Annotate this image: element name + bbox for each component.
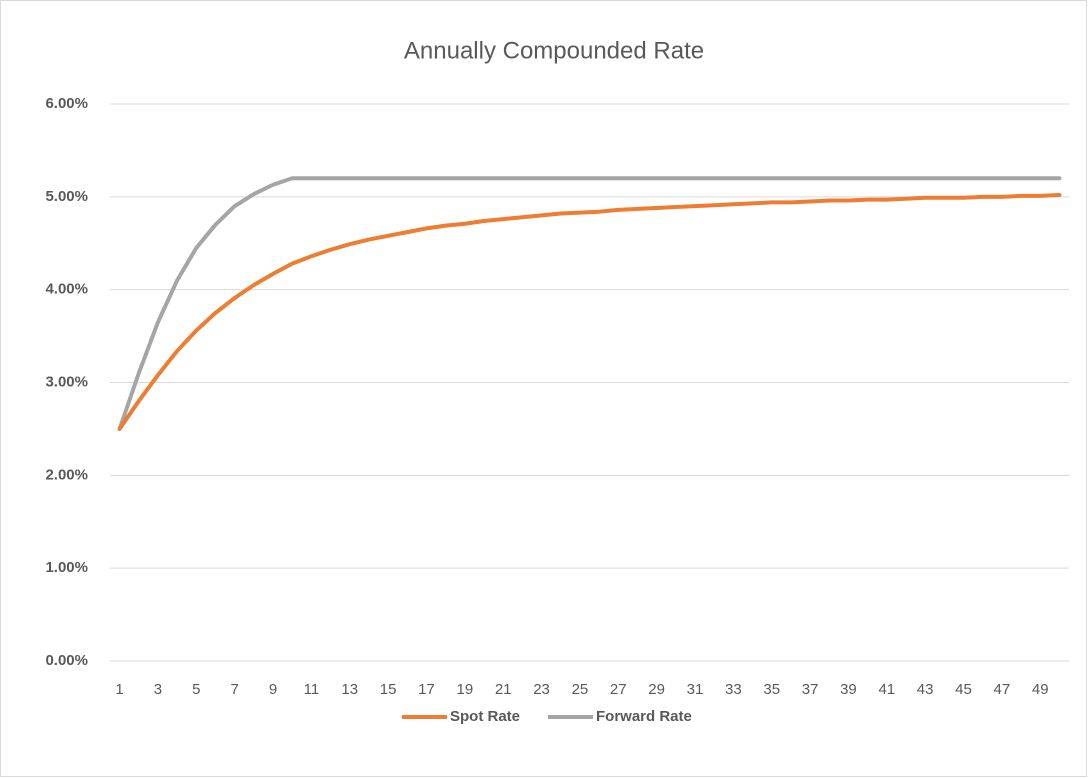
x-tick-label: 43 [917,681,934,698]
legend-label: Spot Rate [450,708,520,725]
x-tick-label: 47 [994,681,1011,698]
x-tick-label: 49 [1032,681,1049,698]
x-tick-label: 17 [418,681,435,698]
x-tick-label: 5 [192,681,200,698]
y-tick-label: 3.00% [45,373,88,390]
y-tick-label: 2.00% [45,466,88,483]
x-tick-label: 1 [115,681,123,698]
chart-title: Annually Compounded Rate [404,37,704,64]
x-tick-label: 19 [456,681,473,698]
x-tick-label: 27 [610,681,627,698]
line-series [117,192,1062,431]
line-series [117,176,1062,431]
legend-label: Forward Rate [596,708,692,725]
x-tick-label: 37 [802,681,819,698]
y-tick-label: 4.00% [45,281,88,298]
x-tick-label: 35 [763,681,780,698]
y-tick-label: 1.00% [45,559,88,576]
x-tick-label: 9 [269,681,277,698]
x-tick-label: 31 [687,681,704,698]
x-tick-label: 39 [840,681,857,698]
x-tick-label: 3 [154,681,162,698]
x-tick-label: 23 [533,681,550,698]
y-tick-label: 0.00% [45,652,88,669]
x-tick-label: 41 [878,681,895,698]
y-tick-label: 6.00% [45,95,88,112]
x-tick-label: 7 [230,681,238,698]
x-tick-label: 13 [341,681,358,698]
x-tick-label: 25 [572,681,589,698]
y-tick-label: 5.00% [45,188,88,205]
x-tick-label: 29 [648,681,665,698]
x-tick-label: 21 [495,681,512,698]
x-tick-label: 45 [955,681,972,698]
x-tick-label: 15 [380,681,397,698]
x-tick-label: 33 [725,681,742,698]
x-tick-label: 11 [304,681,320,698]
